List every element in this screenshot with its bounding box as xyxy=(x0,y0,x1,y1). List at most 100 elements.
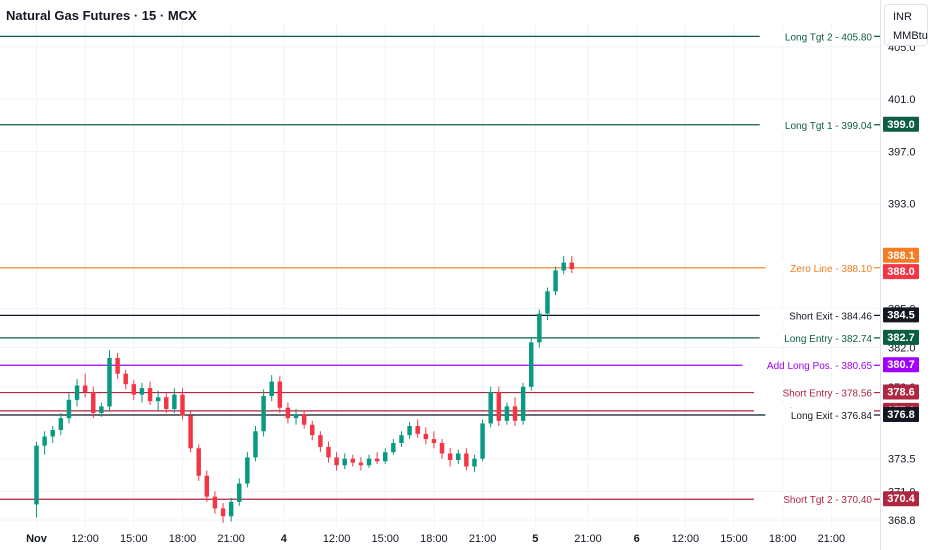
candle-body xyxy=(350,458,356,463)
candle-body xyxy=(310,424,315,436)
unit-label: MMBtu xyxy=(893,30,928,42)
candle-body xyxy=(301,414,307,425)
candle-body xyxy=(391,443,396,453)
candle-body xyxy=(50,429,55,437)
candle-body xyxy=(439,443,445,454)
level-label-bg xyxy=(754,385,874,400)
x-tick-label: 12:00 xyxy=(71,533,99,545)
level-label: Zero Line - 388.10 xyxy=(790,264,872,275)
candle-body xyxy=(285,407,291,419)
candle-body xyxy=(488,392,493,424)
price-badge-label: 376.8 xyxy=(887,409,915,421)
level-label: Long Tgt 2 - 405.80 xyxy=(785,32,873,43)
candle-body xyxy=(196,448,201,476)
price-badge xyxy=(883,407,919,423)
x-tick-label: 12:00 xyxy=(672,533,700,545)
candle-body xyxy=(82,385,88,393)
y-tick-label: 382.0 xyxy=(888,343,916,355)
candle-body xyxy=(326,446,331,458)
candle-body xyxy=(358,462,364,466)
candle-body xyxy=(423,433,429,440)
candle-body xyxy=(115,358,120,374)
candle-body xyxy=(537,313,542,343)
x-tick-label: 18:00 xyxy=(169,533,197,545)
candle-body xyxy=(42,436,47,446)
candle-body xyxy=(504,406,510,421)
candle-body xyxy=(342,458,347,466)
level-lines: Long Tgt 2 - 405.80 Long Tgt 1 - 399.04 Ze… xyxy=(0,29,880,507)
candle-body xyxy=(520,386,526,421)
candle-body xyxy=(212,496,218,509)
candle-body xyxy=(553,270,558,292)
candle-body xyxy=(228,501,234,517)
candle-body xyxy=(318,435,323,447)
candle-body xyxy=(464,453,469,467)
candle-body xyxy=(529,342,534,387)
level-label: Long Entry - 382.74 xyxy=(784,334,872,345)
x-tick-label: 15:00 xyxy=(371,533,399,545)
candle-body xyxy=(237,483,242,502)
level-label: Short Exit - 384.46 xyxy=(789,311,872,322)
level-label-bg xyxy=(742,358,874,373)
candle-body xyxy=(91,392,96,413)
candle-body xyxy=(456,453,461,461)
level-label: Add Long Pos. - 380.65 xyxy=(767,361,873,372)
level-label-bg xyxy=(759,117,874,132)
x-tick-label: 4 xyxy=(281,533,288,545)
x-tick-label: 21:00 xyxy=(469,533,497,545)
price-badge-label: 382.7 xyxy=(887,332,915,344)
candle-body xyxy=(245,457,250,484)
y-tick-label: 373.5 xyxy=(888,454,916,466)
y-tick-label: 397.0 xyxy=(888,146,916,158)
unit-selector[interactable]: INR MMBtu xyxy=(884,4,928,46)
candle-body xyxy=(431,439,437,444)
candle-body xyxy=(472,458,477,467)
candle-body xyxy=(374,458,380,462)
x-tick-label: 18:00 xyxy=(769,533,797,545)
x-tick-label: 21:00 xyxy=(217,533,245,545)
chart-title: Natural Gas Futures · 15 · MCX xyxy=(6,8,197,23)
candle-body xyxy=(545,291,550,314)
last-price-label: 388.0 xyxy=(887,266,915,278)
candle-body xyxy=(204,475,210,497)
candle-body xyxy=(480,423,485,459)
candle-body xyxy=(155,397,161,402)
level-label: Long Exit - 376.84 xyxy=(791,411,873,422)
price-badge-label: 378.6 xyxy=(887,387,915,399)
candle-body xyxy=(220,508,226,517)
candle-body xyxy=(131,384,137,395)
candle-body xyxy=(58,418,64,430)
y-tick-label: 368.8 xyxy=(888,515,916,527)
candle-body xyxy=(293,414,299,419)
x-tick-label: 5 xyxy=(532,533,538,545)
candle-body xyxy=(447,453,453,461)
candle-body xyxy=(139,388,145,395)
price-badge-label: 384.5 xyxy=(887,309,915,321)
price-badge-label: 370.4 xyxy=(887,493,915,505)
candle-body xyxy=(172,394,177,410)
price-badge xyxy=(883,307,919,323)
level-label-bg xyxy=(765,260,874,275)
level-label-bg xyxy=(754,492,874,507)
price-badge xyxy=(883,357,919,373)
candle-body xyxy=(569,262,575,270)
candle-body xyxy=(34,445,39,505)
candle-body xyxy=(253,431,258,458)
level-label-bg xyxy=(759,330,874,345)
x-tick-label: 18:00 xyxy=(420,533,448,545)
candle-body xyxy=(334,457,339,466)
x-tick-label: 6 xyxy=(634,533,640,545)
candle-body xyxy=(107,358,112,407)
x-tick-label: 15:00 xyxy=(120,533,148,545)
x-tick-label: 15:00 xyxy=(720,533,748,545)
currency-label: INR xyxy=(893,11,912,23)
candle-body xyxy=(99,406,104,413)
candle-body xyxy=(383,452,388,462)
level-label: Long Tgt 1 - 399.04 xyxy=(785,121,873,132)
candle-body xyxy=(66,399,72,419)
price-badge xyxy=(883,116,919,132)
price-badge xyxy=(883,329,919,345)
price-badge-label: 380.7 xyxy=(887,359,915,371)
candle-body xyxy=(261,395,266,432)
